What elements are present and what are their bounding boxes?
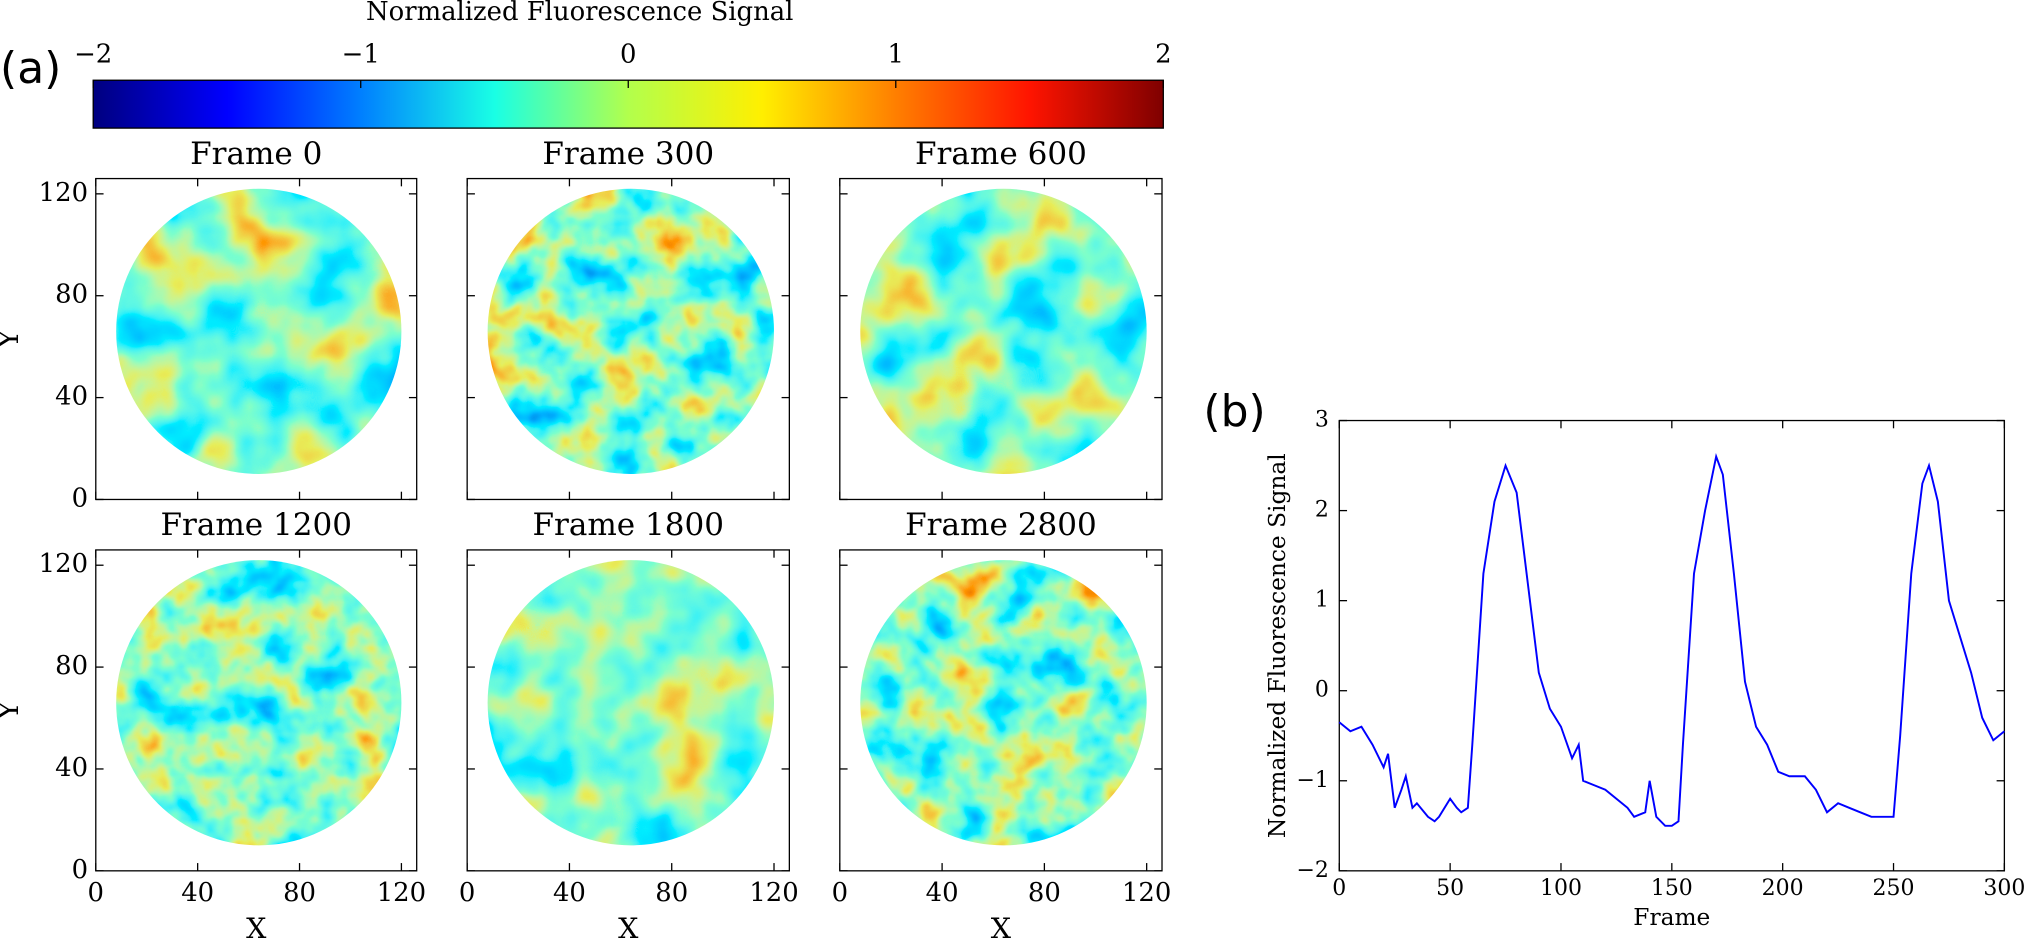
y-tick-label: 80 <box>55 280 88 310</box>
y-axis-label: Y <box>0 700 25 721</box>
field-texture <box>116 560 402 846</box>
x-tick-label: 300 <box>1983 876 2025 901</box>
axes-frame <box>95 549 418 872</box>
field-texture <box>116 188 402 474</box>
field-texture <box>487 188 775 474</box>
panel-label: (a) <box>0 43 61 94</box>
x-axis-label: X <box>246 912 267 942</box>
x-tick-label: 100 <box>1540 876 1582 901</box>
panel-title: Frame 0 <box>190 136 322 172</box>
y-tick-label: 2 <box>1315 498 1329 523</box>
x-tick-label: 120 <box>1122 878 1171 908</box>
field-texture <box>860 188 1147 474</box>
axes-frame <box>466 177 790 501</box>
panel-title: Frame 600 <box>915 136 1087 172</box>
x-tick-label: 250 <box>1873 876 1915 901</box>
axes-frame <box>1338 419 2006 872</box>
x-tick-label: 0 <box>1332 876 1346 901</box>
y-tick-label: 0 <box>1315 678 1329 703</box>
colorbar-tick-label: 1 <box>888 40 904 70</box>
x-tick-label: 150 <box>1651 876 1693 901</box>
x-tick-label: 80 <box>283 878 316 908</box>
y-tick-label: 120 <box>39 178 88 208</box>
colorbar-tick-label: 0 <box>620 40 636 70</box>
x-tick-label: 40 <box>181 878 214 908</box>
y-tick-label: 3 <box>1315 408 1329 433</box>
y-axis-label: Y <box>0 328 25 349</box>
panel-label: (b) <box>1203 386 1265 437</box>
field-texture <box>860 560 1147 846</box>
axes-frame <box>839 177 1163 501</box>
x-tick-label: 0 <box>88 878 104 908</box>
panel-title: Frame 300 <box>542 136 714 172</box>
colorbar-tick-label: 2 <box>1155 40 1171 70</box>
x-tick-label: 200 <box>1762 876 1804 901</box>
y-tick-label: 40 <box>55 382 88 412</box>
axes-frame <box>95 177 418 501</box>
axes-frame <box>466 549 790 872</box>
field-texture <box>487 560 775 846</box>
panel-title: Frame 2800 <box>905 507 1097 543</box>
x-tick-label: 0 <box>832 878 848 908</box>
panel-title: Frame 1200 <box>160 507 352 543</box>
x-tick-label: 40 <box>926 878 959 908</box>
x-tick-label: 80 <box>655 878 688 908</box>
x-tick-label: 0 <box>459 878 475 908</box>
line-series <box>1338 453 2005 827</box>
colorbar-tick-label: −1 <box>342 40 380 70</box>
x-axis-label: X <box>618 912 639 942</box>
y-tick-label: 40 <box>55 753 88 783</box>
colorbar-tick-label: −2 <box>74 40 112 70</box>
x-axis-label: X <box>991 912 1012 942</box>
y-tick-label: 0 <box>72 855 88 885</box>
y-tick-label: −1 <box>1297 768 1329 793</box>
x-tick-label: 120 <box>749 878 798 908</box>
y-tick-label: −2 <box>1297 858 1329 883</box>
x-tick-label: 80 <box>1028 878 1061 908</box>
x-tick-label: 50 <box>1436 876 1464 901</box>
y-tick-label: 1 <box>1315 588 1329 613</box>
axes-frame <box>839 549 1163 872</box>
colorbar <box>92 79 1164 129</box>
x-axis-label: Frame <box>1633 904 1710 931</box>
y-tick-label: 120 <box>39 549 88 579</box>
y-tick-label: 80 <box>55 651 88 681</box>
x-tick-label: 40 <box>553 878 586 908</box>
y-tick-label: 0 <box>72 483 88 513</box>
panel-title: Frame 1800 <box>532 507 724 543</box>
x-tick-label: 120 <box>377 878 426 908</box>
colorbar-title: Normalized Fluorescence Signal <box>366 0 793 27</box>
y-axis-label: Normalized Fluorescence Signal <box>1264 453 1291 838</box>
